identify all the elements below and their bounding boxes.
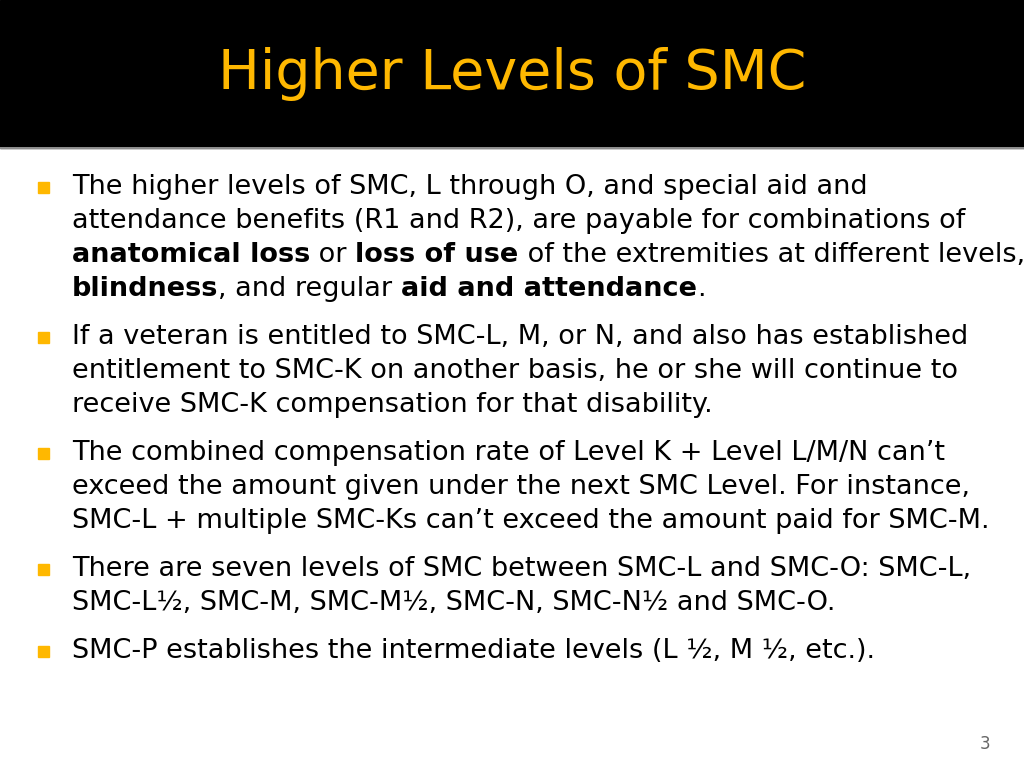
Bar (38, 332, 49, 343)
Text: There are seven levels of SMC between SMC-L and SMC-O: SMC-L,: There are seven levels of SMC between SM… (72, 556, 971, 582)
Text: attendance benefits (R1 and R2), are payable for combinations of: attendance benefits (R1 and R2), are pay… (72, 208, 966, 234)
Text: exceed the amount given under the next SMC Level. For instance,: exceed the amount given under the next S… (72, 474, 970, 500)
Text: , and regular: , and regular (218, 276, 401, 302)
Bar (38, 645, 49, 657)
Text: SMC-P establishes the intermediate levels (L ½, M ½, etc.).: SMC-P establishes the intermediate level… (72, 638, 874, 664)
Text: SMC-L½, SMC-M, SMC-M½, SMC-N, SMC-N½ and SMC-O.: SMC-L½, SMC-M, SMC-M½, SMC-N, SMC-N½ and… (72, 590, 836, 616)
Text: of the extremities at different levels,: of the extremities at different levels, (518, 242, 1024, 268)
Text: entitlement to SMC-K on another basis, he or she will continue to: entitlement to SMC-K on another basis, h… (72, 358, 958, 384)
Bar (38, 181, 49, 193)
Text: Higher Levels of SMC: Higher Levels of SMC (218, 47, 806, 101)
Text: The combined compensation rate of Level K + Level L/M/N can’t: The combined compensation rate of Level … (72, 440, 945, 466)
Text: .: . (697, 276, 706, 302)
Text: or: or (310, 242, 355, 268)
Text: aid and attendance: aid and attendance (401, 276, 697, 302)
Text: SMC-L + multiple SMC-Ks can’t exceed the amount paid for SMC-M.: SMC-L + multiple SMC-Ks can’t exceed the… (72, 508, 989, 534)
Text: If a veteran is entitled to SMC-L, M, or N, and also has established: If a veteran is entitled to SMC-L, M, or… (72, 324, 969, 350)
Text: blindness: blindness (72, 276, 218, 302)
Text: loss of use: loss of use (355, 242, 518, 268)
Bar (38, 448, 49, 458)
Bar (38, 564, 49, 574)
Text: 3: 3 (979, 735, 990, 753)
Bar (0, 0, 1024, 148)
Text: receive SMC-K compensation for that disability.: receive SMC-K compensation for that disa… (72, 392, 713, 418)
Text: The higher levels of SMC, L through O, and special aid and: The higher levels of SMC, L through O, a… (72, 174, 867, 200)
Text: anatomical loss: anatomical loss (72, 242, 310, 268)
